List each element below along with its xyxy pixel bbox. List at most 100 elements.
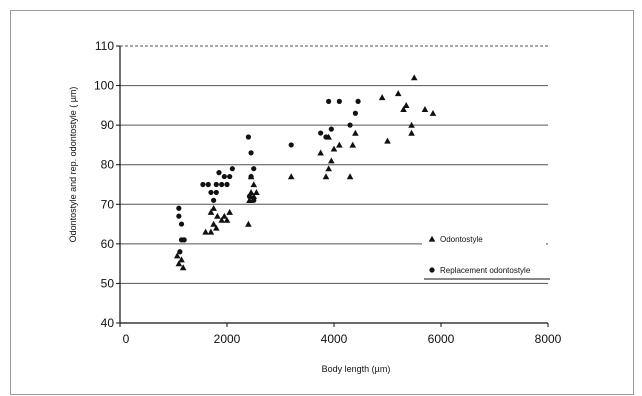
replacement-odontostyle-point <box>227 173 233 180</box>
replacement-odontostyle-point <box>326 98 332 104</box>
odontostyle-point <box>223 216 231 223</box>
x-tick-label: 6000 <box>428 332 455 346</box>
y-tick-label: 80 <box>101 158 115 172</box>
replacement-odontostyle-point <box>251 166 257 172</box>
odontostyle-point <box>210 220 217 227</box>
odontostyle-point <box>378 94 386 101</box>
replacement-odontostyle-point <box>288 142 294 148</box>
y-tick-labels: 40 50 60 70 80 90 100 110 <box>94 39 114 330</box>
odontostyle-point <box>349 141 357 148</box>
replacement-odontostyle-point <box>251 197 257 203</box>
y-tick-label: 60 <box>101 237 115 251</box>
odontostyle-point <box>247 189 255 196</box>
legend-marker-replacement-odontostyle <box>429 267 435 273</box>
y-tick-label: 70 <box>101 197 115 211</box>
odontostyle-point <box>246 197 253 203</box>
legend-label-replacement-odontostyle: Replacement odontostyle <box>440 266 531 275</box>
replacement-odontostyle-point <box>213 181 219 188</box>
x-tick-label: 0 <box>123 332 130 346</box>
replacement-odontostyle-point <box>181 237 187 243</box>
x-tick-label: 2000 <box>214 332 241 346</box>
legend-marker-odontostyle <box>428 235 436 242</box>
x-tick-labels: 0 2000 4000 6000 8000 <box>123 332 562 346</box>
replacement-odontostyle-point <box>248 150 254 156</box>
legend: Odontostyle Replacement odontostyle <box>422 226 550 282</box>
odontostyle-point <box>400 106 407 112</box>
odontostyle-point <box>352 129 359 136</box>
replacement-odontostyle-point <box>352 110 358 116</box>
replacement-odontostyle-point <box>211 197 217 203</box>
y-tick-label: 110 <box>95 39 114 53</box>
replacement-odontostyle-point <box>355 98 361 104</box>
odontostyle-point <box>175 260 183 267</box>
replacement-odontostyle-point <box>213 189 219 196</box>
odontostyle-point <box>287 173 295 180</box>
axes <box>116 45 549 327</box>
replacement-odontostyle-point <box>318 130 324 136</box>
replacement-odontostyle-point <box>216 170 222 176</box>
odontostyle-point <box>207 208 215 215</box>
odontostyle-point <box>250 181 258 188</box>
odontostyle-point <box>173 252 181 259</box>
replacement-odontostyle-point <box>205 181 211 188</box>
legend-label-odontostyle: Odontostyle <box>440 235 483 244</box>
odontostyle-point <box>384 137 391 144</box>
odontostyle-point <box>214 212 221 219</box>
replacement-odontostyle-point <box>200 181 206 188</box>
odontostyle-point <box>250 193 258 200</box>
replacement-odontostyle-point <box>347 122 353 128</box>
odontostyle-point <box>408 121 415 128</box>
replacement-odontostyle-point <box>219 181 225 188</box>
y-tick-label: 90 <box>101 118 115 132</box>
y-tick-label: 50 <box>101 276 115 290</box>
odontostyle-point <box>429 109 437 116</box>
replacement-odontostyle-point <box>245 134 251 140</box>
replacement-odontostyle-point <box>221 173 227 180</box>
replacement-odontostyle-point <box>178 221 185 227</box>
odontostyle-point <box>179 264 187 271</box>
odontostyle-point <box>213 224 220 231</box>
odontostyle-point <box>178 256 185 263</box>
replacement-odontostyle-point <box>224 181 230 188</box>
odontostyle-point <box>328 157 335 164</box>
replacement-odontostyle-point <box>246 193 253 199</box>
odontostyle-point <box>408 129 415 136</box>
odontostyle-point <box>317 149 324 156</box>
odontostyle-point <box>210 204 217 211</box>
odontostyle-point <box>221 212 228 219</box>
odontostyle-point <box>421 106 429 112</box>
replacement-odontostyle-point <box>328 126 334 132</box>
odontostyle-point <box>253 189 260 196</box>
replacement-odontostyle-point <box>229 166 235 172</box>
legend-box <box>422 226 546 282</box>
odontostyle-point <box>226 208 233 215</box>
odontostyle-point <box>394 90 402 97</box>
replacement-odontostyle-point <box>323 134 329 140</box>
replacement-odontostyle-point <box>336 98 342 104</box>
replacement-odontostyle-point <box>248 173 254 180</box>
y-tick-label: 100 <box>94 79 114 93</box>
odontostyle-point <box>410 74 418 81</box>
odontostyle-point <box>346 173 354 180</box>
y-axis-label: Odontostyle and rep. odontostyle ( µm) <box>68 87 78 243</box>
odontostyle-point <box>322 173 330 180</box>
odontostyle-point <box>218 216 225 223</box>
y-tick-label: 40 <box>101 316 115 330</box>
x-tick-label: 8000 <box>535 332 562 346</box>
odontostyle-point <box>207 228 215 235</box>
odontostyle-point <box>325 165 332 172</box>
replacement-odontostyle-point <box>208 189 214 196</box>
replacement-odontostyle-point <box>177 249 183 255</box>
replacement-odontostyle-point <box>176 205 182 211</box>
figure-frame <box>10 10 634 395</box>
odontostyle-point <box>330 145 338 152</box>
odontostyle-point <box>336 141 343 148</box>
odontostyle-point <box>202 228 209 235</box>
odontostyle-point <box>402 102 410 108</box>
data-points <box>173 74 437 271</box>
x-axis-label: Body length (µm) <box>322 364 391 374</box>
x-tick-label: 4000 <box>321 332 348 346</box>
replacement-odontostyle-point <box>176 213 182 219</box>
odontostyle-point <box>245 220 252 227</box>
